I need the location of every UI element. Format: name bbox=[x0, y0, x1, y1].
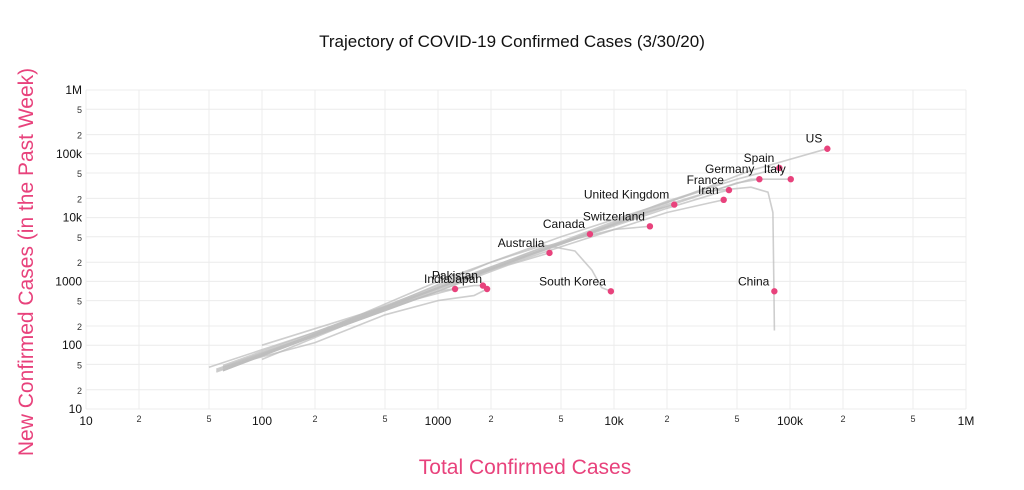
marker-spain bbox=[776, 164, 783, 172]
marker-us bbox=[824, 145, 831, 152]
x-tick-label: 5 bbox=[207, 414, 212, 424]
label-pakistan: Pakistan bbox=[432, 269, 478, 283]
x-tick-label: 5 bbox=[559, 414, 564, 424]
marker-india bbox=[451, 285, 459, 293]
y-tick-label: 5 bbox=[77, 233, 82, 243]
x-tick-label: 10k bbox=[604, 414, 624, 428]
y-tick-label: 2 bbox=[77, 194, 82, 204]
x-tick-label: 100k bbox=[777, 414, 804, 428]
trajectory-iran bbox=[208, 199, 724, 369]
x-tick-label: 5 bbox=[383, 414, 388, 424]
grid-layer bbox=[85, 89, 967, 410]
x-tick-label: 2 bbox=[840, 414, 845, 424]
x-axis-title: Total Confirmed Cases bbox=[419, 456, 631, 479]
trajectory-south-korea bbox=[261, 244, 612, 346]
marker-united-kingdom bbox=[671, 201, 678, 208]
x-tick-label: 5 bbox=[911, 414, 916, 424]
marker-switzerland bbox=[646, 223, 654, 230]
y-tick-label: 1000 bbox=[55, 274, 82, 288]
marker-australia bbox=[546, 249, 553, 257]
y-tick-label: 2 bbox=[77, 131, 82, 141]
y-axis-ticks: 10 2 5 100 2 5 1000 2 5 10k 2 5 100k 2 5 1M bbox=[55, 83, 83, 416]
chart-title: Trajectory of COVID-19 Confirmed Cases (… bbox=[319, 32, 705, 51]
label-spain: Spain bbox=[744, 151, 775, 165]
x-tick-label: 1M bbox=[958, 414, 975, 428]
y-tick-label: 2 bbox=[77, 258, 82, 268]
y-tick-label: 100 bbox=[62, 338, 82, 352]
y-tick-label: 2 bbox=[77, 386, 82, 396]
label-switzerland: Switzerland bbox=[583, 209, 645, 223]
x-tick-label: 2 bbox=[664, 414, 669, 424]
marker-france bbox=[725, 186, 733, 194]
y-tick-label: 100k bbox=[56, 147, 83, 161]
x-tick-label: 5 bbox=[735, 414, 740, 424]
label-south-korea: South Korea bbox=[539, 274, 606, 288]
marker-germany bbox=[756, 175, 763, 183]
label-us: US bbox=[806, 132, 823, 146]
y-tick-label: 5 bbox=[77, 105, 82, 115]
label-australia: Australia bbox=[498, 236, 545, 250]
label-canada: Canada bbox=[543, 217, 585, 231]
y-tick-label: 2 bbox=[77, 322, 82, 332]
y-tick-label: 10k bbox=[63, 211, 83, 225]
label-germany: Germany bbox=[705, 162, 754, 176]
trajectory-japan bbox=[222, 288, 488, 369]
trajectory-china bbox=[222, 186, 776, 372]
x-tick-label: 10 bbox=[79, 414, 93, 428]
marker-canada bbox=[586, 230, 594, 238]
country-markers bbox=[451, 145, 831, 295]
x-axis-ticks: 10 2 5 100 2 5 1000 2 5 10k 2 5 100k 2 5 1M bbox=[79, 414, 974, 428]
label-japan: Japan bbox=[449, 272, 482, 286]
y-tick-label: 5 bbox=[77, 297, 82, 307]
label-united-kingdom: United Kingdom bbox=[584, 188, 669, 202]
y-tick-label: 5 bbox=[77, 169, 82, 179]
trajectory-lines bbox=[208, 147, 828, 373]
y-tick-label: 10 bbox=[69, 402, 83, 416]
label-france: France bbox=[687, 173, 725, 187]
trajectory-pakistan bbox=[261, 284, 483, 356]
x-tick-label: 2 bbox=[312, 414, 317, 424]
y-axis-title: New Confirmed Cases (in the Past Week) bbox=[15, 68, 38, 456]
label-india: India bbox=[424, 272, 450, 286]
y-tick-label: 1M bbox=[65, 83, 82, 97]
marker-iran bbox=[720, 196, 727, 204]
marker-japan bbox=[483, 285, 491, 293]
x-tick-label: 100 bbox=[252, 414, 272, 428]
label-iran: Iran bbox=[698, 183, 719, 197]
label-china: China bbox=[738, 274, 770, 288]
y-tick-label: 5 bbox=[77, 360, 82, 370]
marker-south-korea bbox=[607, 288, 615, 295]
trajectory-india bbox=[261, 288, 456, 361]
x-tick-label: 2 bbox=[136, 414, 141, 424]
marker-china bbox=[771, 288, 778, 295]
marker-italy bbox=[787, 175, 794, 183]
x-tick-label: 1000 bbox=[425, 414, 452, 428]
x-tick-label: 2 bbox=[488, 414, 493, 424]
label-italy: Italy bbox=[764, 162, 786, 176]
